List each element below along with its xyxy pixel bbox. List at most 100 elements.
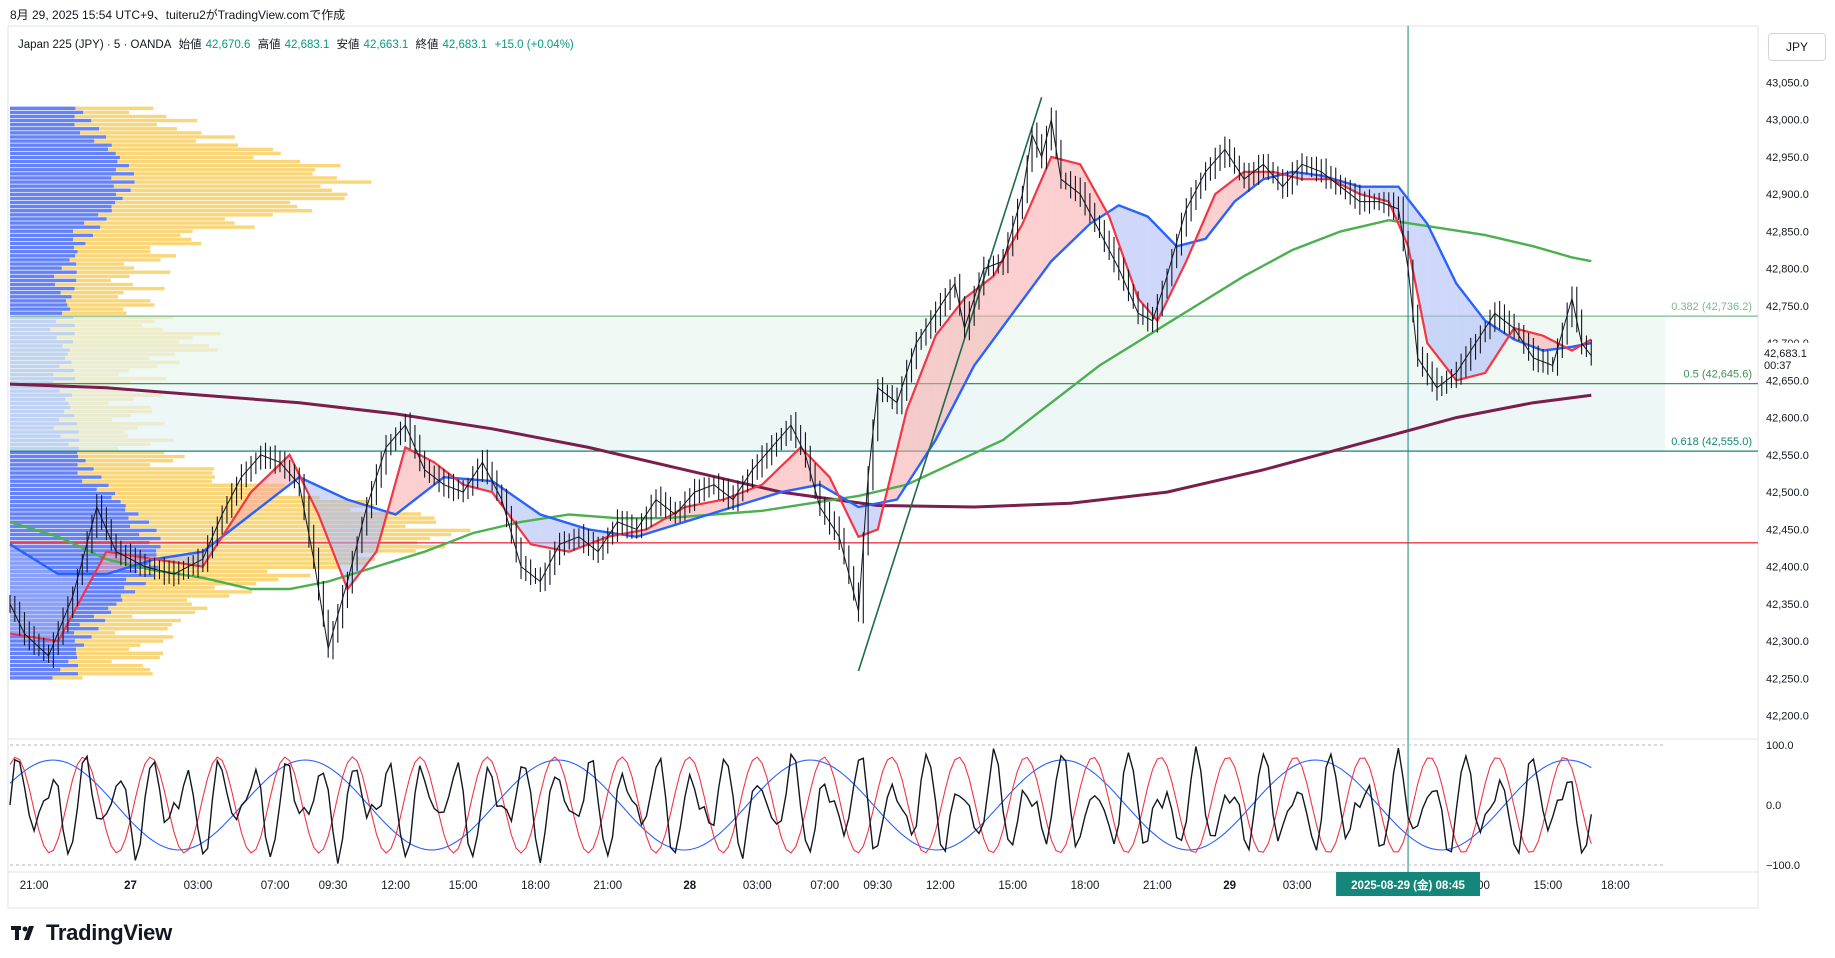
ma-cloud-segment: [222, 521, 232, 537]
volume-profile-bar: [73, 245, 151, 250]
volume-profile-bar: [53, 381, 132, 385]
volume-profile-bar: [10, 594, 121, 598]
ma-cloud-segment: [154, 557, 165, 561]
ma-cloud-segment: [357, 502, 367, 577]
ma-cloud-segment: [762, 475, 772, 499]
ma-cloud-segment: [1436, 243, 1447, 368]
volume-profile-bar: [108, 483, 286, 487]
volume-profile-bar: [84, 643, 141, 647]
low-value: 42,663.1: [363, 39, 409, 51]
volume-profile-bar: [76, 278, 111, 283]
volume-profile-bar: [93, 614, 133, 619]
volume-profile-bar: [77, 471, 213, 475]
ma-cloud-segment: [588, 529, 599, 545]
symbol-name[interactable]: Japan 225 (JPY) · 5 · OANDA: [18, 39, 172, 51]
ma-cloud-segment: [1523, 330, 1534, 347]
ma-cloud-segment: [771, 466, 782, 496]
ma-cloud-segment: [347, 499, 358, 589]
volume-profile-bar: [10, 557, 160, 561]
volume-profile-bar: [10, 495, 112, 500]
ma-cloud-segment: [1244, 171, 1254, 195]
volume-profile-bar: [77, 450, 165, 455]
volume-profile-bar: [62, 344, 210, 348]
volume-profile-bar: [10, 635, 92, 639]
fib-level-label: 0.618 (42,555.0): [1671, 436, 1752, 448]
ma-cloud-segment: [694, 503, 705, 519]
volume-profile-bar: [149, 540, 418, 545]
volume-profile-bar: [10, 241, 86, 246]
volume-profile-bar: [60, 668, 150, 672]
price-tick-label: 42,550.0: [1766, 450, 1809, 462]
volume-profile-bar: [10, 381, 54, 385]
volume-profile-bar: [10, 168, 116, 172]
volume-profile-bar: [76, 270, 171, 274]
tradingview-logo-icon: [11, 926, 34, 940]
ma-cloud-segment: [193, 551, 203, 567]
ma-cloud-segment: [1379, 186, 1389, 202]
volume-profile-bar: [10, 200, 116, 205]
brand[interactable]: TradingView: [10, 918, 172, 948]
ma-cloud-segment: [77, 574, 88, 606]
volume-profile-bar: [135, 590, 253, 594]
volume-profile-bar: [91, 635, 174, 639]
ma-cloud-segment: [251, 482, 261, 515]
volume-profile-bar: [60, 291, 124, 295]
price-tick-label: 42,750.0: [1766, 301, 1809, 313]
volume-profile-bar: [10, 610, 112, 615]
ma-cloud-segment: [781, 456, 791, 493]
ma-cloud-segment: [897, 410, 907, 500]
volume-profile-bar: [10, 147, 108, 151]
volume-profile-bar: [107, 147, 273, 151]
volume-profile-bar: [10, 348, 70, 352]
volume-profile-bar: [10, 311, 63, 315]
crosshair-time-badge: [1336, 872, 1481, 896]
ma-cloud-segment: [1070, 161, 1081, 243]
ma-cloud-segment: [135, 556, 145, 566]
ma-cloud-segment: [819, 467, 830, 491]
volume-profile-bar: [111, 204, 298, 209]
ma-cloud-segment: [954, 298, 965, 403]
trend-line: [857, 97, 1043, 672]
crosshair-time-label: 2025-08-29 (金) 08:45: [1351, 878, 1465, 892]
sma-green-line: [9, 218, 1592, 591]
volume-profile-bar: [10, 499, 121, 504]
price-tick-label: 42,600.0: [1766, 413, 1809, 425]
volume-profile-bar: [106, 217, 225, 221]
volume-profile-bar: [76, 262, 125, 266]
ma-cloud-segment: [1022, 201, 1033, 301]
volume-profile-bar: [10, 479, 83, 483]
volume-profile-bar: [10, 467, 94, 471]
volume-profile-bar: [73, 340, 180, 344]
volume-profile-bar: [119, 155, 254, 160]
volume-profile-bar: [10, 663, 79, 668]
ma-cloud-segment: [1562, 345, 1572, 351]
volume-profile-bar: [111, 610, 196, 615]
ma-cloud-segment: [993, 258, 1004, 340]
ma-cloud-segment: [752, 484, 763, 502]
volume-profile-bar: [10, 106, 76, 111]
volume-profile-bar: [69, 258, 161, 262]
currency-button[interactable]: JPY: [1768, 33, 1826, 61]
volume-profile-bar: [125, 508, 351, 512]
time-tick-label: 21:00: [593, 880, 622, 892]
ma-cloud-segment: [395, 447, 406, 515]
ma-cloud-segment: [617, 533, 628, 536]
volume-profile-bar: [156, 553, 358, 557]
price-tick-label: 42,700.0: [1766, 338, 1809, 350]
volume-profile-bar: [128, 516, 435, 520]
volume-profile-bar: [10, 598, 123, 602]
volume-profile-bar: [71, 360, 180, 365]
volume-profile-bar: [10, 606, 109, 610]
ema-fast-line: [9, 155, 1592, 643]
volume-profile-bar: [10, 442, 69, 447]
ma-cloud-segment: [19, 550, 30, 637]
time-tick-label: 03:00: [1283, 880, 1312, 892]
price-tick-label: 42,850.0: [1766, 226, 1809, 238]
volume-profile-bar: [130, 188, 332, 192]
price-tick-label: 42,800.0: [1766, 264, 1809, 276]
ma-cloud-segment: [212, 536, 223, 552]
volume-profile-bar: [10, 254, 76, 258]
volume-profile-bar: [10, 516, 129, 520]
volume-profile-bar: [94, 139, 196, 143]
